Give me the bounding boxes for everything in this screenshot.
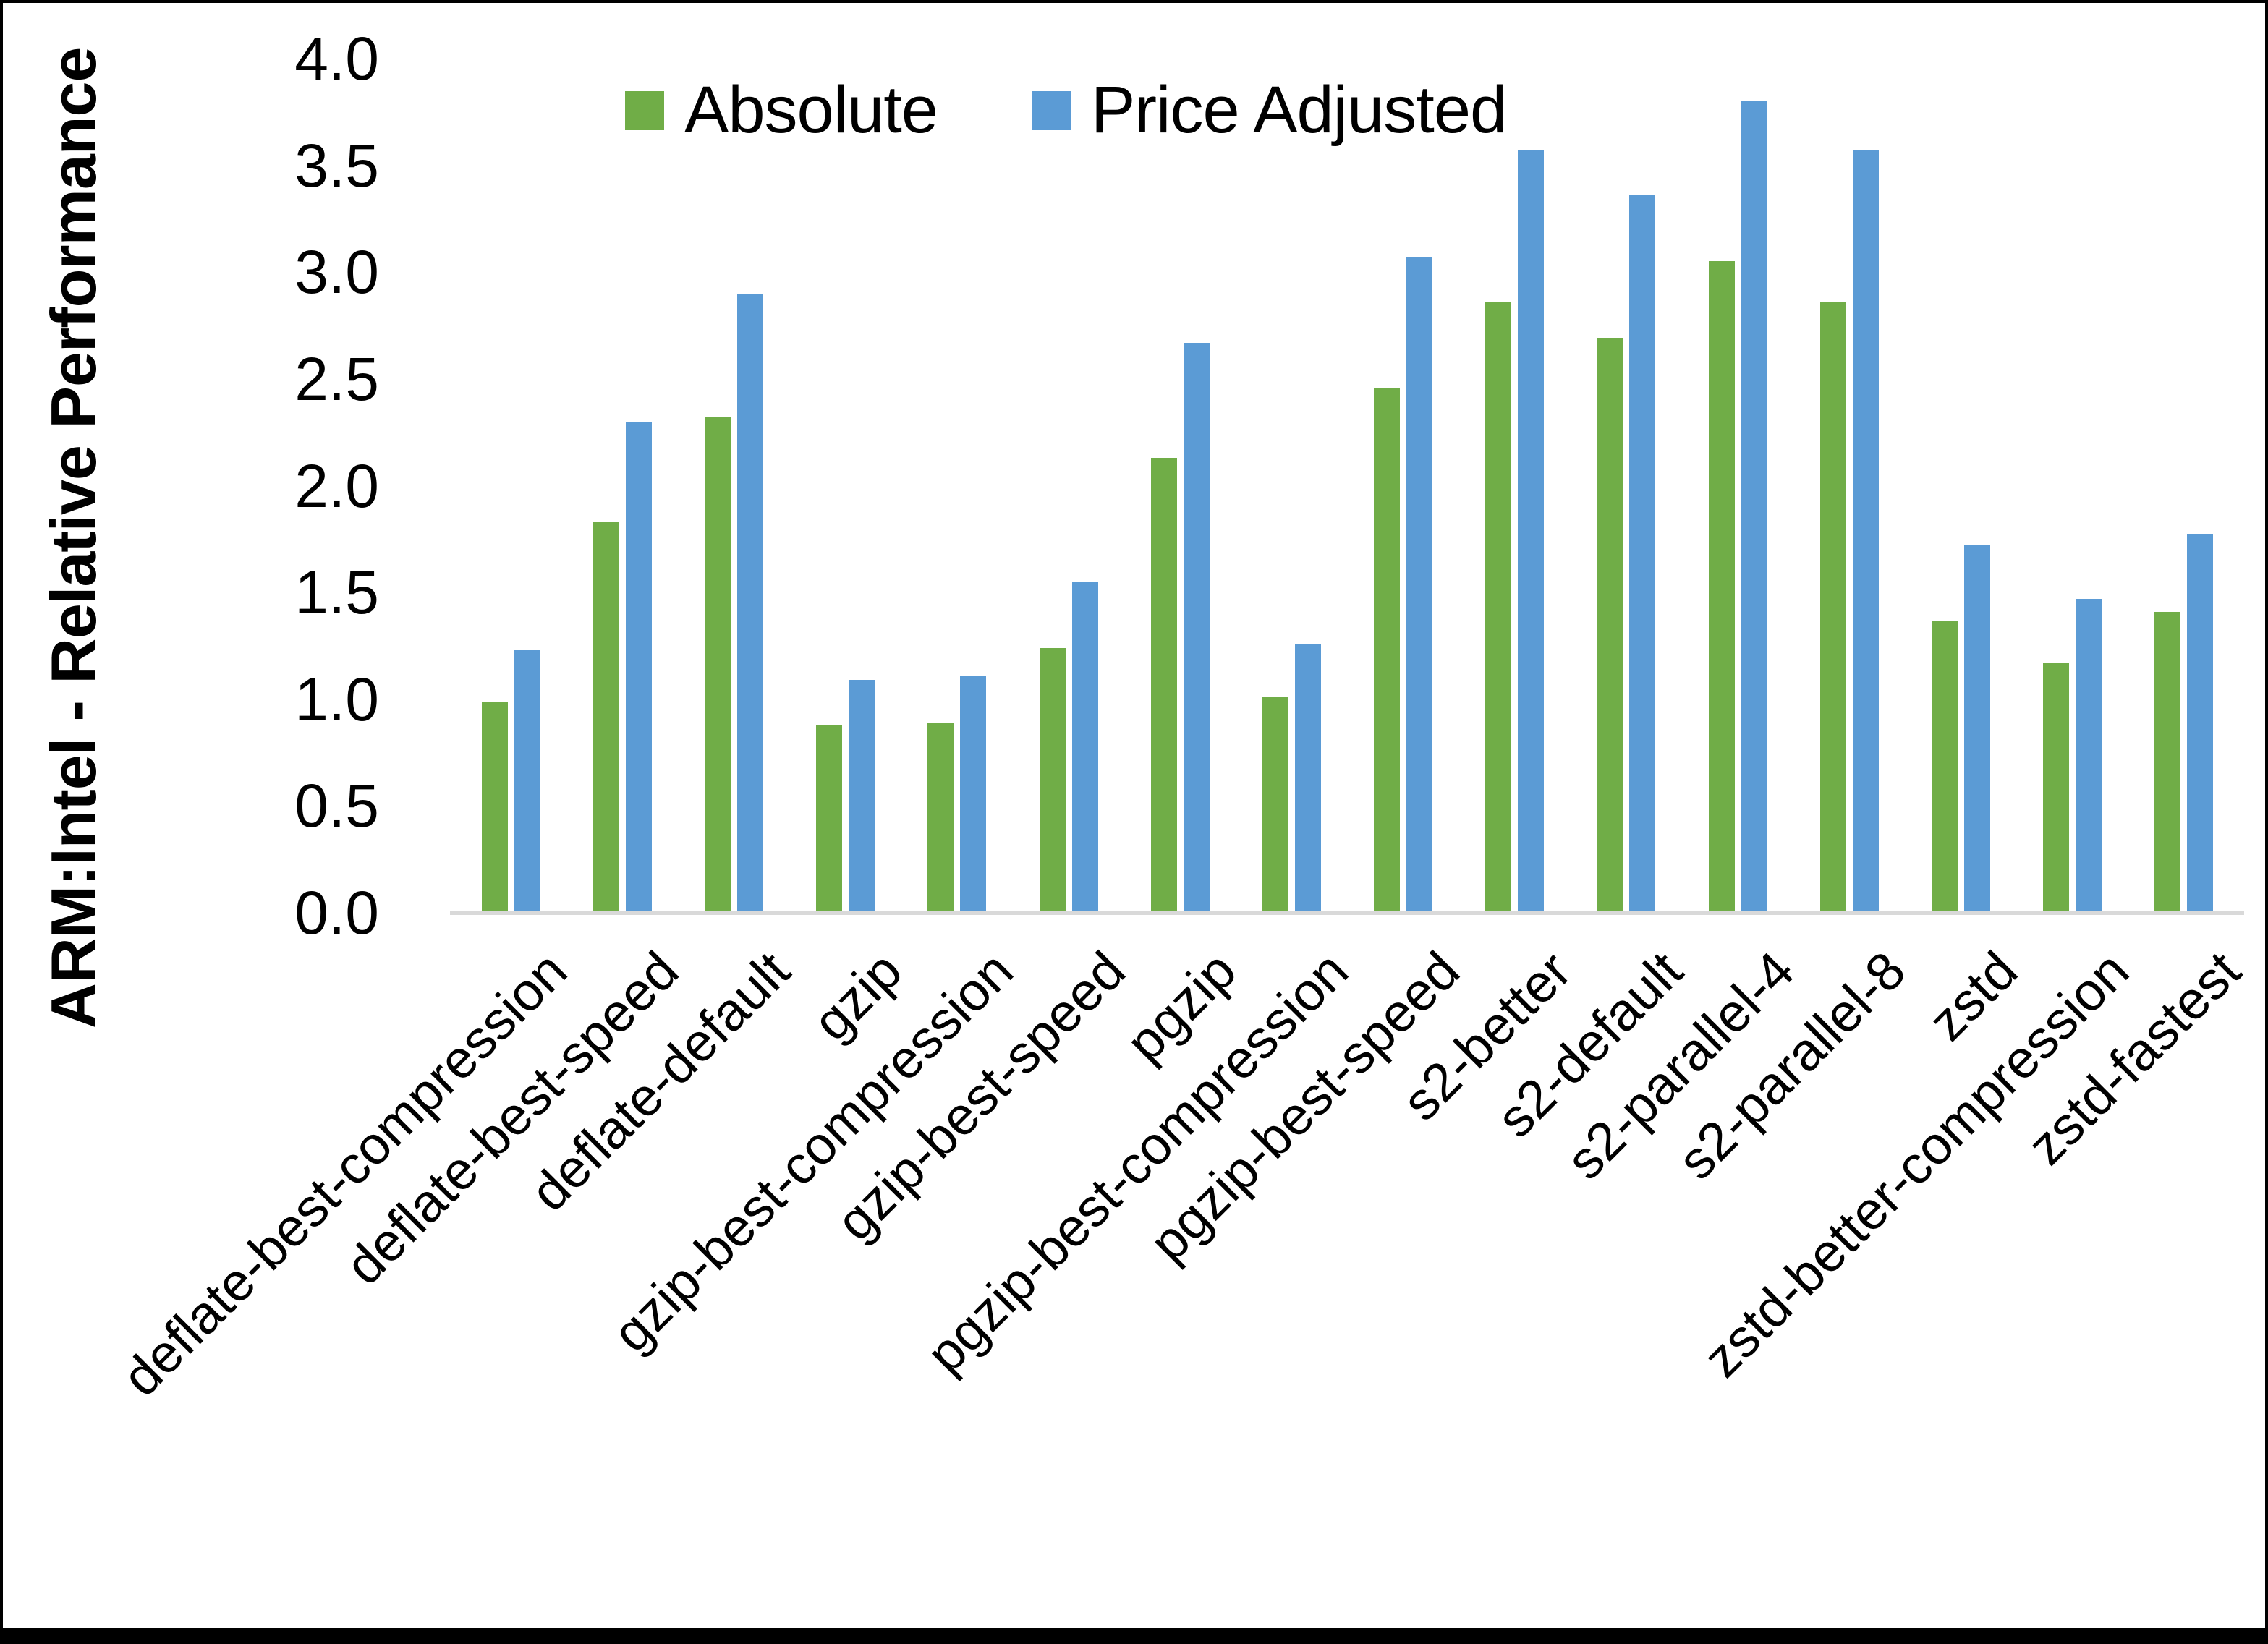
bar-price-adjusted-deflate-default: [736, 294, 763, 913]
legend-item: Absolute: [625, 72, 938, 148]
bottom-border-bar: [3, 1628, 2265, 1641]
x-category-label: deflate-best-compression: [111, 940, 579, 1407]
bar-absolute-deflate-best-speed: [593, 522, 619, 913]
bar-price-adjusted-s2-parallel-8: [1852, 150, 1879, 913]
bar-price-adjusted-deflate-best-speed: [625, 422, 652, 913]
y-tick-label: 3.0: [294, 238, 379, 307]
bar-price-adjusted-gzip-best-speed: [1071, 582, 1098, 913]
legend: Absolute Price Adjusted: [625, 72, 1507, 148]
bar-absolute-s2-default: [1597, 338, 1623, 913]
bar-absolute-deflate-default: [704, 417, 731, 913]
bar-absolute-zstd-fastest: [2154, 612, 2181, 913]
bar-price-adjusted-zstd-fastest: [2187, 534, 2214, 913]
bar-group-zstd-fastest: [2128, 59, 2240, 913]
bar-price-adjusted-gzip-best-compression: [960, 676, 987, 913]
bar-group-deflate-best-compression: [455, 59, 566, 913]
bar-group-s2-default: [1571, 59, 1682, 913]
bar-absolute-s2-parallel-8: [1819, 302, 1846, 913]
bar-group-pgzip-best-speed: [1348, 59, 1459, 913]
y-tick-label: 1.0: [294, 665, 379, 733]
bar-absolute-s2-better: [1485, 302, 1512, 913]
bar-price-adjusted-deflate-best-compression: [514, 650, 540, 913]
bar-group-s2-parallel-4: [1682, 59, 1793, 913]
bar-price-adjusted-s2-parallel-4: [1741, 101, 1767, 913]
bar-price-adjusted-pgzip-best-speed: [1406, 257, 1433, 913]
bar-group-zstd: [1905, 59, 2016, 913]
y-tick-label: 0.5: [294, 772, 379, 840]
bar-price-adjusted-zstd: [1964, 545, 1991, 913]
y-tick-label: 3.5: [294, 131, 379, 200]
bar-group-gzip-best-speed: [1013, 59, 1124, 913]
bar-group-deflate-best-speed: [566, 59, 678, 913]
bar-absolute-pgzip-best-speed: [1374, 388, 1401, 913]
bar-price-adjusted-pgzip-best-compression: [1294, 644, 1321, 913]
legend-item: Price Adjusted: [1032, 72, 1507, 148]
y-tick-label: 4.0: [294, 25, 379, 93]
bar-price-adjusted-zstd-better-compression: [2076, 599, 2102, 913]
bar-group-pgzip: [1124, 59, 1236, 913]
bar-absolute-gzip: [816, 725, 843, 913]
bar-group-gzip-best-compression: [901, 59, 1013, 913]
legend-label: Price Adjusted: [1091, 73, 1507, 147]
legend-swatch-icon: [1032, 90, 1071, 130]
y-tick-label: 1.5: [294, 558, 379, 627]
bar-group-deflate-default: [678, 59, 789, 913]
bar-absolute-zstd: [1932, 621, 1958, 913]
y-tick-label: 2.5: [294, 344, 379, 413]
bar-absolute-s2-parallel-4: [1708, 261, 1735, 913]
bar-group-pgzip-best-compression: [1236, 59, 1347, 913]
bar-price-adjusted-s2-better: [1518, 150, 1545, 913]
bar-price-adjusted-s2-default: [1629, 195, 1656, 913]
bar-absolute-gzip-best-compression: [927, 723, 954, 913]
bar-group-gzip: [790, 59, 901, 913]
legend-swatch-icon: [625, 90, 664, 130]
legend-label: Absolute: [684, 73, 938, 147]
bar-absolute-pgzip-best-compression: [1262, 697, 1288, 913]
bar-group-s2-parallel-8: [1793, 59, 1905, 913]
x-axis-line: [450, 911, 2244, 915]
bar-absolute-zstd-better-compression: [2043, 663, 2070, 913]
y-tick-label: 2.0: [294, 451, 379, 520]
bar-absolute-deflate-best-compression: [481, 702, 508, 913]
bar-group-zstd-better-compression: [2017, 59, 2128, 913]
bar-absolute-pgzip: [1150, 458, 1177, 913]
y-axis-title: ARM:Intel - Relative Performance: [38, 47, 109, 1029]
bar-price-adjusted-pgzip: [1183, 343, 1210, 913]
bar-group-s2-better: [1459, 59, 1571, 913]
bar-absolute-gzip-best-speed: [1039, 648, 1066, 913]
plot-area: [455, 59, 2240, 913]
y-tick-label: 0.0: [294, 879, 379, 947]
bar-price-adjusted-gzip: [849, 680, 875, 913]
